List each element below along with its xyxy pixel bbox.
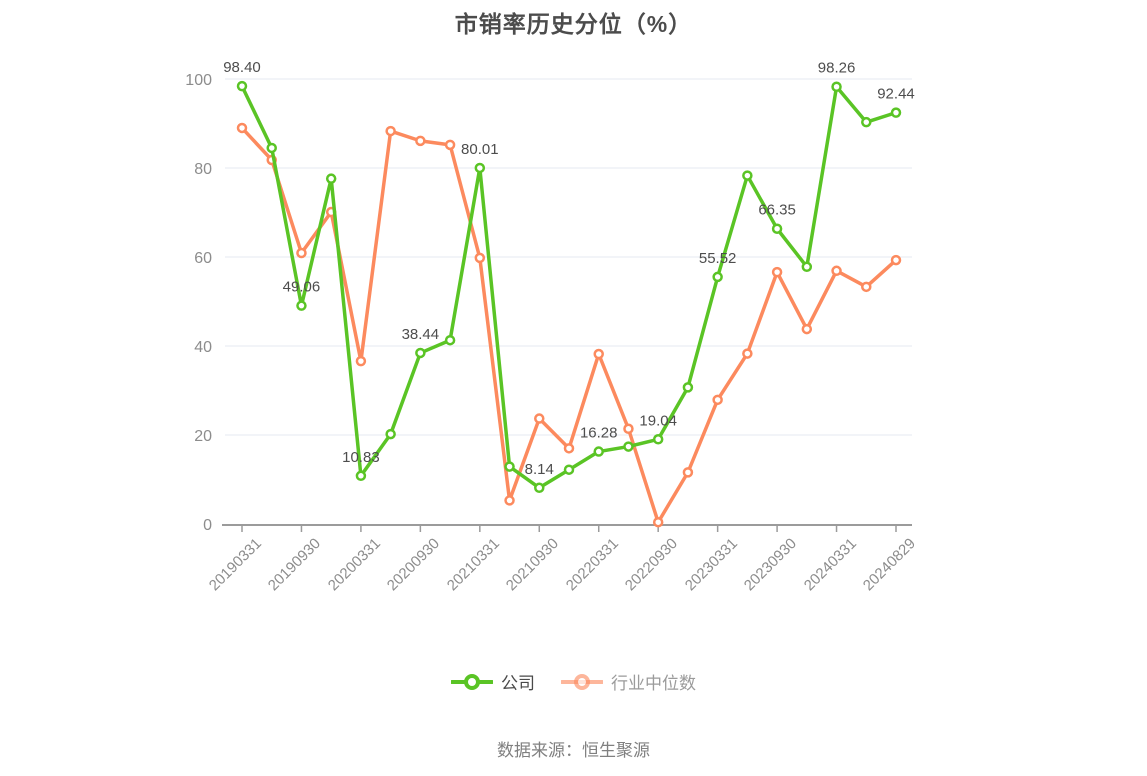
data-point-label: 49.06	[283, 279, 321, 296]
data-point-marker-industry-median[interactable]	[861, 281, 872, 293]
legend-label-industry-median: 行业中位数	[611, 674, 696, 693]
legend: 公司 行业中位数	[0, 669, 1147, 694]
data-point-marker-industry-median[interactable]	[296, 247, 307, 259]
series-line-company	[240, 84, 898, 490]
legend-item-company[interactable]: 公司	[451, 669, 535, 694]
data-point-label: 38.44	[402, 326, 440, 343]
data-point-marker-industry-median[interactable]	[652, 516, 664, 528]
data-point-marker-company[interactable]	[474, 162, 486, 174]
data-point-marker-company[interactable]	[236, 80, 248, 92]
data-point-marker-industry-median[interactable]	[771, 266, 783, 278]
data-point-marker-industry-median[interactable]	[385, 125, 396, 137]
data-point-label: 10.83	[342, 449, 380, 466]
data-point-marker-company[interactable]	[563, 464, 575, 475]
legend-label-company: 公司	[501, 674, 535, 693]
data-point-marker-company[interactable]	[652, 434, 664, 445]
data-point-marker-company[interactable]	[771, 223, 783, 234]
data-point-marker-company[interactable]	[861, 116, 872, 128]
data-point-marker-company[interactable]	[712, 271, 723, 283]
data-point-label: 16.28	[580, 425, 618, 442]
data-point-marker-company[interactable]	[385, 428, 396, 440]
data-point-marker-industry-median[interactable]	[415, 135, 426, 147]
data-point-marker-industry-median[interactable]	[355, 355, 367, 367]
y-axis-label: 0	[203, 517, 212, 534]
data-point-marker-company[interactable]	[444, 334, 456, 346]
data-point-marker-industry-median[interactable]	[236, 122, 248, 134]
y-axis-label: 60	[194, 250, 212, 267]
data-point-label: 92.44	[877, 86, 915, 103]
data-point-marker-industry-median[interactable]	[682, 467, 694, 478]
data-source-note: 数据来源：恒生聚源	[497, 741, 650, 760]
chart-title: 市销率历史分位（%）	[454, 11, 693, 37]
data-point-label: 98.40	[223, 59, 261, 76]
legend-item-industry-median[interactable]: 行业中位数	[561, 669, 696, 694]
y-axis-label: 20	[194, 428, 212, 445]
data-point-marker-company[interactable]	[890, 107, 902, 118]
data-point-marker-industry-median[interactable]	[890, 254, 902, 266]
data-point-marker-company[interactable]	[742, 170, 753, 181]
data-point-marker-industry-median[interactable]	[563, 443, 575, 454]
line-marker-icon	[451, 673, 493, 690]
data-point-marker-company[interactable]	[801, 261, 813, 273]
data-point-label: 19.04	[639, 412, 677, 429]
data-point-marker-industry-median[interactable]	[801, 323, 813, 335]
data-point-marker-industry-median[interactable]	[474, 252, 486, 264]
data-point-marker-company[interactable]	[682, 382, 694, 393]
y-axis-label: 80	[194, 161, 212, 178]
data-point-marker-company[interactable]	[534, 482, 545, 494]
data-point-marker-industry-median[interactable]	[444, 139, 456, 151]
data-point-label: 55.52	[699, 250, 737, 267]
data-point-label: 80.01	[461, 141, 499, 158]
data-point-marker-industry-median[interactable]	[534, 413, 545, 424]
line-marker-icon	[561, 673, 603, 690]
series-line-industry-median	[240, 126, 898, 524]
data-point-marker-industry-median[interactable]	[623, 423, 634, 435]
data-point-marker-company[interactable]	[593, 446, 604, 457]
data-point-marker-industry-median[interactable]	[593, 348, 604, 360]
data-point-label: 98.26	[818, 60, 856, 77]
y-axis-label: 40	[194, 339, 212, 356]
data-point-marker-industry-median[interactable]	[504, 495, 515, 506]
data-point-marker-company[interactable]	[266, 142, 277, 154]
data-point-marker-company[interactable]	[296, 300, 307, 311]
data-point-marker-industry-median[interactable]	[712, 394, 723, 406]
data-point-marker-company[interactable]	[325, 173, 337, 184]
data-point-label: 8.14	[525, 461, 554, 478]
data-point-marker-company[interactable]	[355, 470, 367, 482]
data-point-marker-company[interactable]	[415, 347, 426, 359]
data-point-marker-company[interactable]	[831, 81, 842, 92]
data-point-label: 66.35	[758, 202, 796, 219]
data-point-marker-company[interactable]	[623, 441, 634, 452]
data-point-marker-industry-median[interactable]	[831, 265, 842, 277]
data-point-marker-industry-median[interactable]	[742, 348, 753, 359]
y-axis-label: 100	[185, 72, 212, 89]
data-point-marker-company[interactable]	[504, 461, 515, 472]
